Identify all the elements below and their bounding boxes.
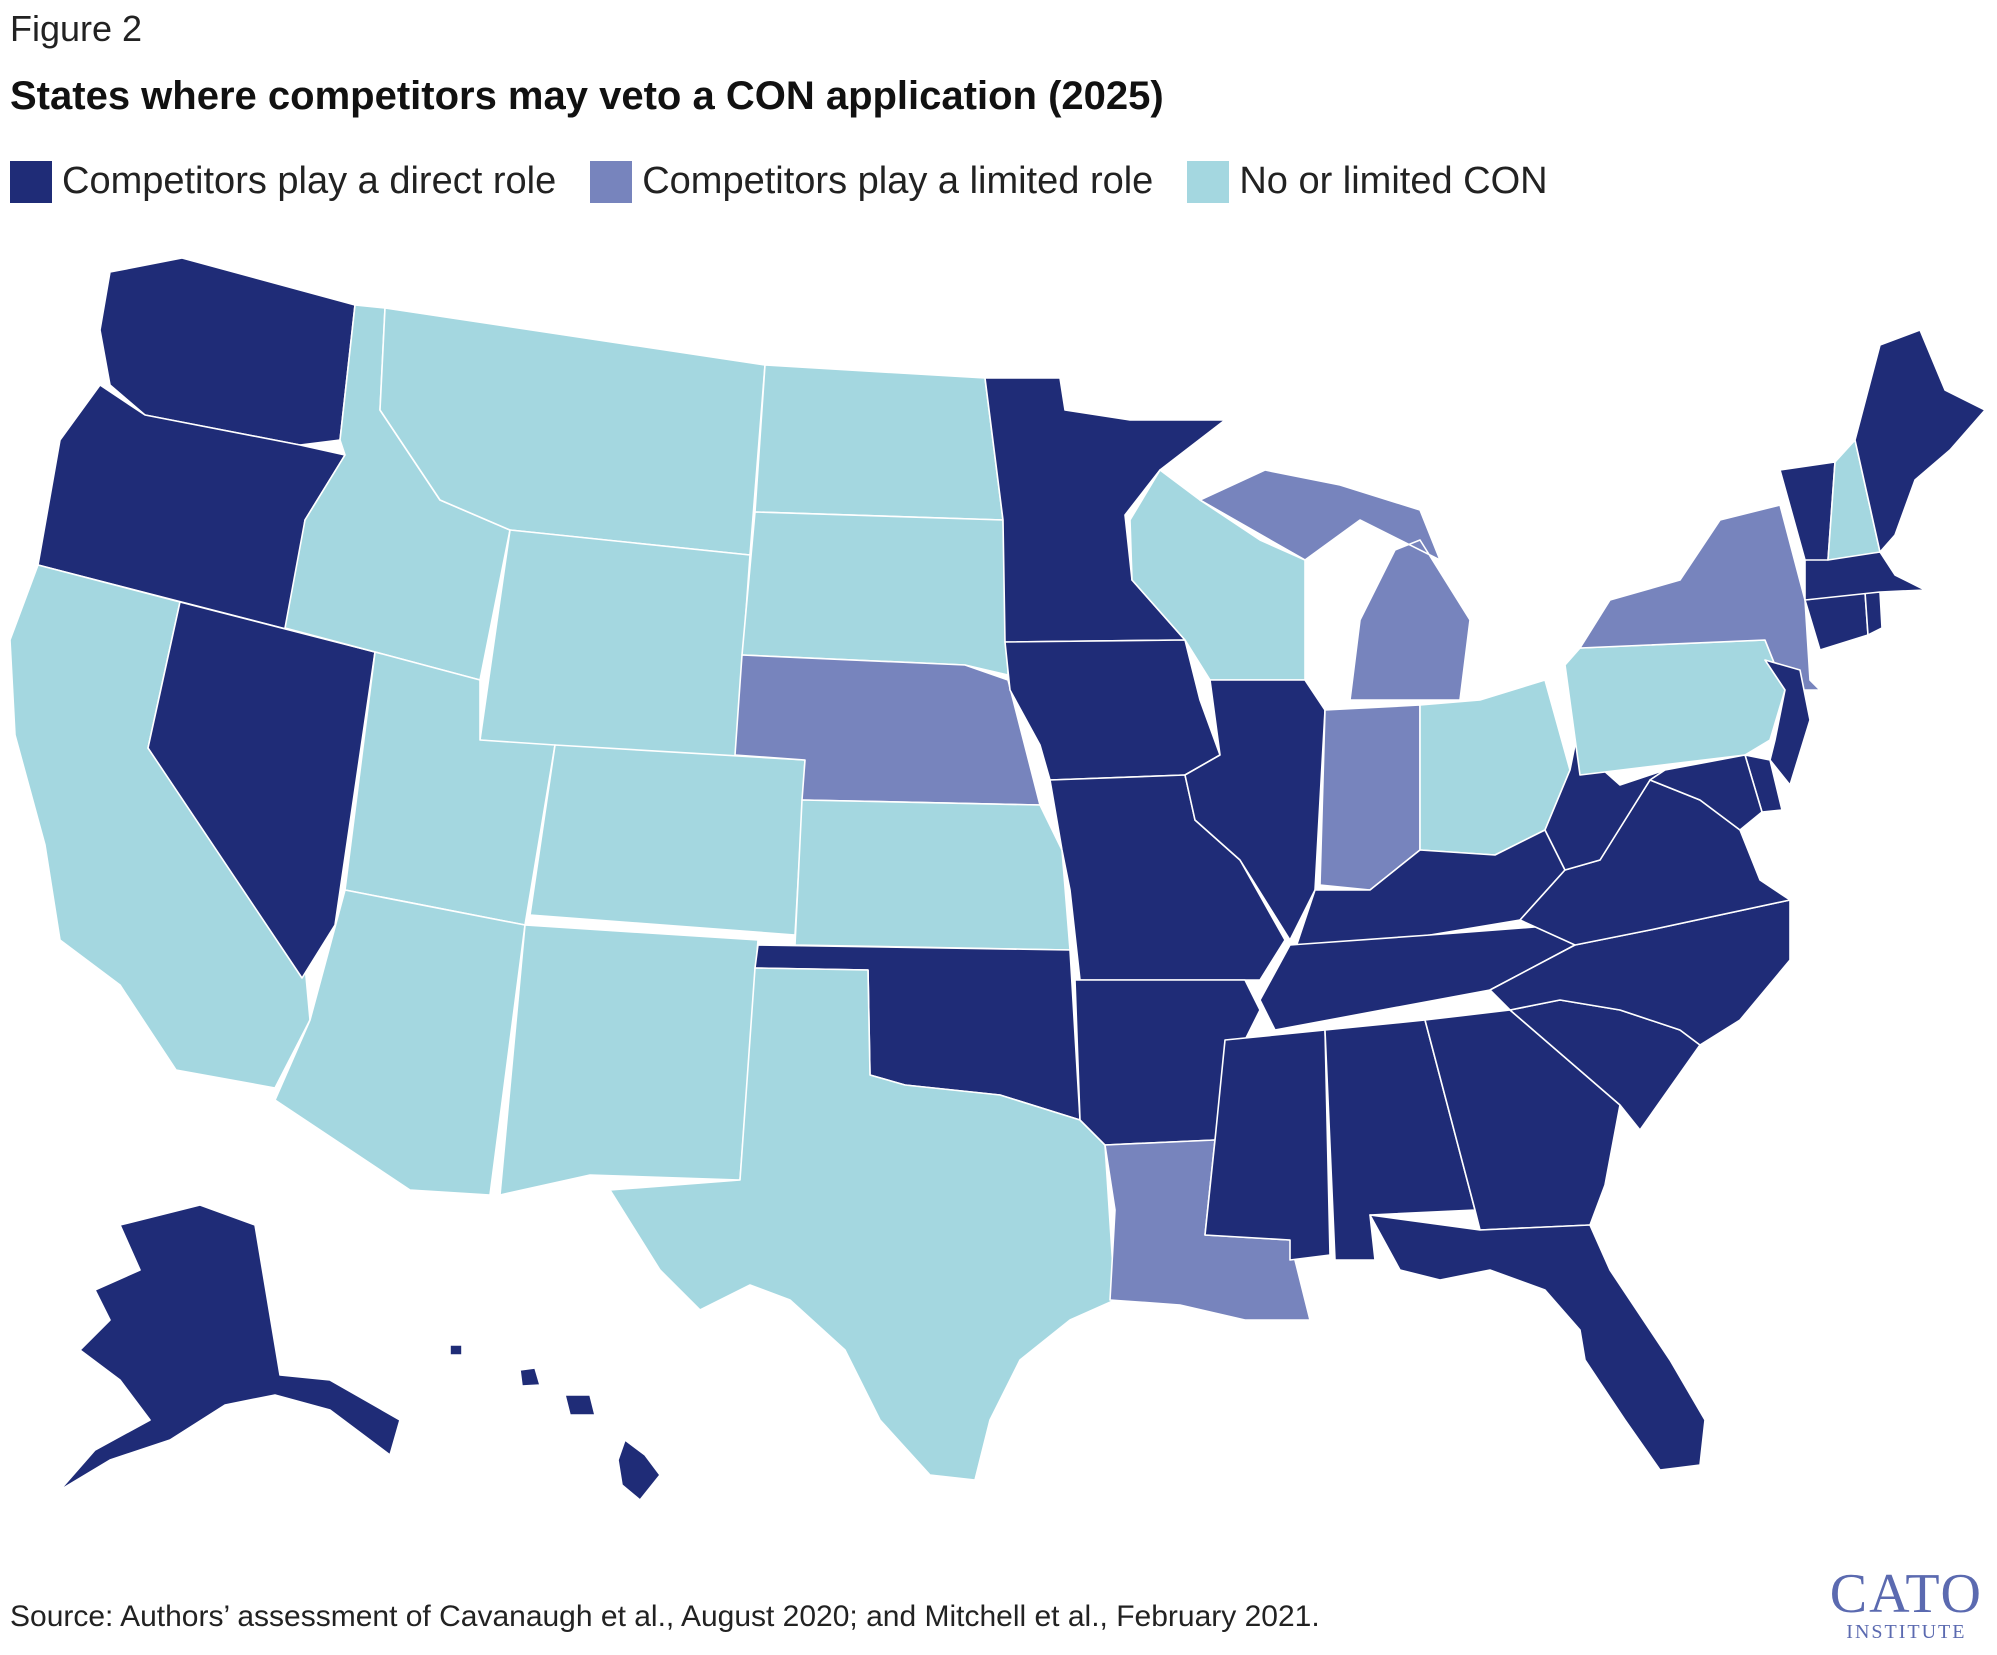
state-ak[interactable] [59, 1204, 401, 1491]
legend-label-limited: Competitors play a limited role [642, 160, 1154, 202]
source-note: Source: Authors’ assessment of Cavanaugh… [10, 1600, 1320, 1633]
state-me[interactable] [1854, 329, 1986, 553]
legend-swatch-limited [590, 160, 633, 203]
legend-label-none: No or limited CON [1239, 160, 1548, 202]
state-ia[interactable] [1004, 639, 1221, 781]
logo-sub-text: INSTITUTE [1846, 1621, 1967, 1643]
state-tx[interactable] [609, 967, 1116, 1481]
chart-title: States where competitors may veto a CON … [10, 74, 1164, 118]
state-co[interactable] [529, 744, 806, 936]
state-hi[interactable] [449, 1344, 661, 1501]
state-nd[interactable] [754, 364, 1004, 521]
state-mn[interactable] [984, 377, 1226, 643]
legend: Competitors play a direct role Competito… [10, 160, 1582, 203]
state-ct[interactable] [1804, 591, 1869, 651]
us-map [0, 240, 1997, 1530]
state-ri[interactable] [1864, 591, 1883, 636]
state-mi[interactable] [1199, 469, 1471, 701]
legend-item-none: No or limited CON [1187, 160, 1548, 203]
legend-label-direct: Competitors play a direct role [62, 160, 557, 202]
state-nj[interactable] [1764, 659, 1811, 786]
state-md[interactable] [1649, 754, 1763, 831]
cato-institute-logo: CATO INSTITUTE [1830, 1566, 1983, 1642]
state-pa[interactable] [1564, 639, 1786, 776]
state-sd[interactable] [741, 511, 1009, 676]
legend-swatch-direct [10, 160, 52, 203]
legend-swatch-none [1187, 160, 1230, 203]
legend-item-direct: Competitors play a direct role [10, 160, 556, 203]
logo-main-text: CATO [1829, 1563, 1983, 1625]
figure-label: Figure 2 [10, 8, 143, 49]
state-ks[interactable] [794, 799, 1071, 951]
legend-item-limited: Competitors play a limited role [590, 160, 1153, 203]
state-fl[interactable] [1369, 1214, 1706, 1471]
state-ms[interactable] [1204, 1029, 1331, 1261]
state-wy[interactable] [479, 529, 751, 766]
us-map-svg [9, 257, 1986, 1501]
state-nm[interactable] [499, 924, 759, 1196]
state-wi[interactable] [1129, 469, 1306, 681]
state-il[interactable] [1184, 679, 1326, 941]
